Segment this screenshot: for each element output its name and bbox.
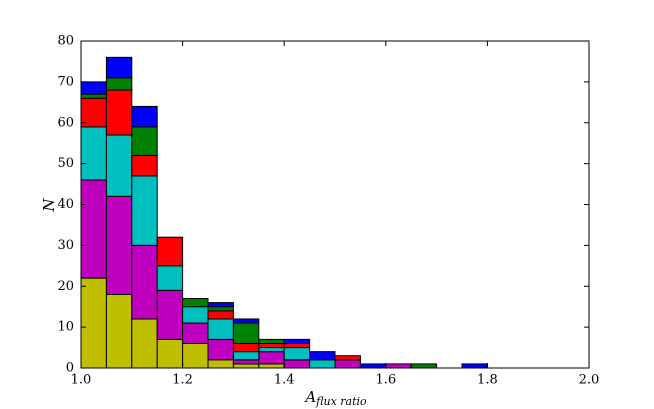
bar-segment — [156, 265, 184, 291]
bar-segment — [207, 302, 234, 308]
bar-segment — [207, 338, 234, 361]
bar-segment — [105, 77, 133, 91]
x-tick-label: 1.0 — [71, 373, 92, 388]
y-tick-label: 0 — [66, 361, 74, 376]
bar-segment — [207, 306, 234, 312]
bar-segment — [334, 355, 361, 361]
bar-segment — [385, 363, 412, 369]
bar-segment — [156, 338, 184, 369]
bar-segment — [131, 244, 158, 320]
x-axis-label: Aflux ratio — [303, 388, 367, 408]
bar-segment — [131, 154, 158, 177]
bar-segment — [105, 134, 133, 197]
bar-segment — [80, 126, 107, 181]
bar-segment — [283, 359, 311, 369]
y-tick-label: 10 — [57, 320, 74, 335]
bar-segment — [461, 363, 488, 369]
x-tick-label: 2.0 — [579, 373, 600, 388]
bar-segment — [258, 338, 285, 344]
bar-segment — [207, 318, 234, 340]
bar-segment — [105, 293, 133, 369]
bar-segment — [359, 363, 387, 369]
bar-segment — [309, 351, 336, 361]
bar-segment — [182, 306, 209, 324]
x-label-sub: flux ratio — [315, 395, 367, 408]
bar-segment — [232, 363, 260, 369]
bar-segment — [131, 105, 158, 128]
bar-segment — [309, 359, 336, 369]
bar-segment — [182, 322, 209, 344]
y-tick-label: 80 — [57, 34, 74, 49]
y-axis-label: N — [40, 198, 58, 213]
bar-segment — [207, 310, 234, 320]
bar-segment — [156, 289, 184, 340]
x-tick-label: 1.2 — [172, 373, 193, 388]
bar-segment — [182, 342, 209, 369]
y-tick-label: 40 — [57, 197, 74, 212]
bar-segment — [232, 351, 260, 361]
bar-segment — [80, 93, 107, 99]
y-tick-label: 60 — [57, 115, 74, 130]
y-tick-label: 20 — [57, 279, 74, 294]
y-tick-label: 30 — [57, 238, 74, 253]
bar-segment — [105, 89, 133, 136]
bar-segment — [80, 277, 107, 369]
y-tick-label: 50 — [57, 156, 74, 171]
y-tick-label: 70 — [57, 74, 74, 89]
bar-segment — [258, 347, 285, 353]
bar-segment — [131, 318, 158, 369]
x-label-main: A — [303, 388, 316, 406]
bar-segment — [283, 347, 311, 361]
bar-segment — [131, 175, 158, 246]
bar-segment — [410, 363, 438, 369]
bar-segment — [258, 342, 285, 349]
bar-segment — [105, 195, 133, 295]
bar-segment — [283, 342, 311, 349]
bar-segment — [258, 363, 285, 369]
bar-segment — [258, 351, 285, 365]
bar-segment — [283, 338, 311, 344]
bar-segment — [131, 126, 158, 156]
x-tick-label: 1.8 — [477, 373, 498, 388]
bar-segment — [156, 236, 184, 267]
bar-segment — [232, 318, 260, 324]
bar-segment — [182, 298, 209, 308]
x-tick-label: 1.6 — [375, 373, 396, 388]
bar-segment — [232, 342, 260, 353]
bar-segment — [80, 179, 107, 279]
bar-segment — [105, 56, 133, 79]
bar-segment — [232, 359, 260, 365]
bar-segment — [207, 359, 234, 369]
bar-segment — [80, 81, 107, 95]
x-tick-label: 1.4 — [274, 373, 295, 388]
bar-segment — [334, 359, 361, 369]
bar-segment — [232, 322, 260, 344]
